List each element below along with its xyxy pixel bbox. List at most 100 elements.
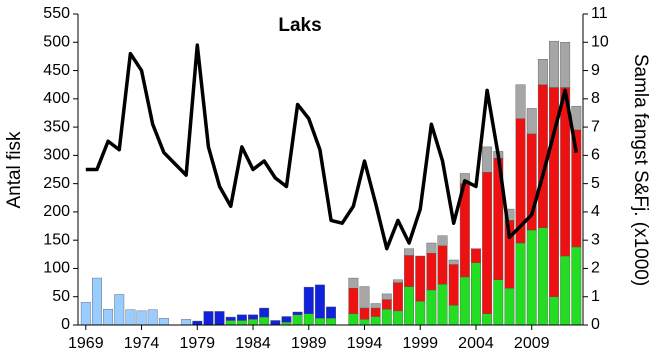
bar-segment xyxy=(493,279,504,326)
bar-segment xyxy=(526,229,537,326)
y2-tick-label: 4 xyxy=(591,203,600,220)
y2-tick-label: 5 xyxy=(591,175,600,192)
y-tick-label: 150 xyxy=(43,231,70,248)
bar-segment xyxy=(381,293,392,300)
bar-segment xyxy=(181,319,192,326)
bar-segment xyxy=(426,252,437,291)
bar-segment xyxy=(482,313,493,326)
bar-segment xyxy=(426,242,437,254)
y-tick-label: 250 xyxy=(43,175,70,192)
bar-segment xyxy=(415,301,426,326)
bar-segment xyxy=(471,248,481,263)
bar-segment xyxy=(359,286,370,309)
bar-segment xyxy=(326,318,336,326)
y-tick-label: 500 xyxy=(43,33,70,50)
bar-segment xyxy=(381,299,392,310)
bar-segment xyxy=(526,108,537,135)
bar-segment xyxy=(448,259,459,265)
bar-segment xyxy=(370,316,381,326)
bar-segment xyxy=(125,309,136,326)
bar-segment xyxy=(482,146,493,173)
bar-segment xyxy=(549,296,559,326)
bar-segment xyxy=(147,309,158,326)
bar-segment xyxy=(381,308,392,326)
bar-segment xyxy=(370,303,381,309)
bar-segment xyxy=(471,262,481,326)
y-axis-label: Antal fisk xyxy=(4,131,25,209)
bar-segment xyxy=(437,284,448,326)
bar-segment xyxy=(515,84,526,119)
bar-segment xyxy=(448,264,459,306)
bar-segment xyxy=(292,314,303,326)
bar-segment xyxy=(236,314,247,321)
x-tick-label: 1994 xyxy=(347,335,383,352)
y2-tick-label: 11 xyxy=(591,5,608,22)
y2-tick-label: 9 xyxy=(591,62,600,79)
y-tick-label: 300 xyxy=(43,147,70,164)
bar-segment xyxy=(103,308,114,326)
y2-tick-label: 8 xyxy=(591,90,600,107)
y2-axis-label: Samla fangst S&Fj. (x1000) xyxy=(630,54,651,286)
bar-segment xyxy=(281,316,292,323)
bar-segment xyxy=(292,311,303,316)
y2-tick-label: 3 xyxy=(591,231,600,248)
bar-segment xyxy=(537,227,548,326)
y2-tick-label: 1 xyxy=(591,288,600,305)
chart-title: Laks xyxy=(278,15,321,36)
bar-segment xyxy=(248,319,258,326)
y2-tick-label: 10 xyxy=(591,33,609,50)
bar-segment xyxy=(225,320,236,326)
bar-segment xyxy=(80,302,91,326)
bar-segment xyxy=(571,246,582,326)
bar-segment xyxy=(482,172,493,314)
bar-segment xyxy=(136,310,147,326)
y-tick-label: 350 xyxy=(43,118,70,135)
bar-segment xyxy=(370,307,381,317)
bar-segment xyxy=(560,255,571,326)
bar-segment xyxy=(114,294,125,326)
y2-tick-label: 7 xyxy=(591,118,600,135)
bar-segment xyxy=(236,320,247,326)
bar-segment xyxy=(259,316,270,326)
x-tick-label: 1979 xyxy=(179,335,215,352)
bar-segment xyxy=(248,314,258,320)
bar-segment xyxy=(348,277,359,289)
bar-segment xyxy=(314,284,325,319)
bar-segment xyxy=(448,305,459,326)
y2-tick-label: 2 xyxy=(591,260,600,277)
y-tick-label: 50 xyxy=(52,288,70,305)
bar-segment xyxy=(303,286,314,314)
bar-segment xyxy=(404,248,415,256)
bar-segment xyxy=(404,286,415,326)
bar-segment xyxy=(225,316,236,321)
y-tick-label: 400 xyxy=(43,90,70,107)
bar-segment xyxy=(560,42,571,88)
bar-segment xyxy=(549,40,559,88)
bar-segment xyxy=(537,59,548,85)
x-tick-label: 1984 xyxy=(235,335,271,352)
bar-segment xyxy=(437,235,448,247)
bar-segment xyxy=(192,320,203,326)
bar-segment xyxy=(314,318,325,326)
y-tick-label: 0 xyxy=(61,316,70,333)
bar-segment xyxy=(404,255,415,287)
bar-segment xyxy=(393,310,403,326)
bar-segment xyxy=(504,288,515,326)
x-tick-label: 1989 xyxy=(291,335,327,352)
bar-segment xyxy=(426,289,437,326)
y2-tick-label: 0 xyxy=(591,316,600,333)
y-tick-label: 550 xyxy=(43,5,70,22)
x-tick-label: 2009 xyxy=(514,335,550,352)
bar-segment xyxy=(393,282,403,312)
bar-segment xyxy=(203,311,214,326)
bar-segment xyxy=(459,276,470,326)
y-tick-label: 450 xyxy=(43,62,70,79)
bar-segment xyxy=(303,313,314,326)
bar-segment xyxy=(393,279,403,283)
x-tick-label: 1974 xyxy=(124,335,160,352)
bar-segment xyxy=(348,313,359,326)
line xyxy=(85,43,579,251)
y2-tick-label: 6 xyxy=(591,147,600,164)
bar-segment xyxy=(326,306,336,319)
y-tick-label: 200 xyxy=(43,203,70,220)
